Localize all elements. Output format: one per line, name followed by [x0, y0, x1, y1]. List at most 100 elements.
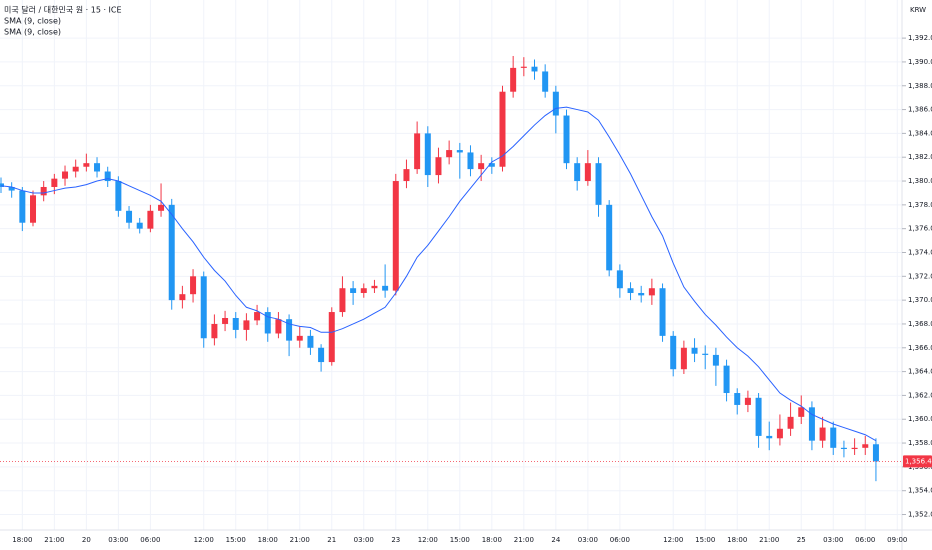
- candle-body: [435, 157, 442, 176]
- legend-entry: SMA (9, close): [4, 28, 61, 37]
- candle-body: [702, 353, 709, 355]
- candle-body: [350, 288, 357, 293]
- plot: [0, 55, 902, 482]
- legend-entry: SMA (9, close): [4, 17, 61, 26]
- candle-body: [670, 335, 677, 370]
- candle-body: [648, 288, 655, 296]
- candle-body: [723, 365, 730, 394]
- candle-body: [659, 288, 666, 336]
- candle-body: [104, 171, 111, 182]
- y-tick-label: 1,370.00: [908, 296, 932, 304]
- x-tick-label: 03:00: [354, 536, 374, 544]
- candle-body: [595, 163, 602, 205]
- candle-body: [467, 152, 474, 170]
- candle-body: [819, 427, 826, 441]
- candle-body: [296, 335, 303, 341]
- y-tick-label: 1,392.00: [908, 34, 932, 42]
- candle-body: [776, 428, 783, 439]
- x-tick-label: 18:00: [727, 536, 747, 544]
- candle-body: [851, 447, 858, 450]
- x-tick-label: 21: [327, 536, 336, 544]
- candle-body: [830, 427, 837, 448]
- y-tick-label: 1,374.00: [908, 248, 932, 256]
- candle-body: [179, 294, 186, 301]
- candle-body: [328, 312, 335, 363]
- candle-body: [840, 447, 847, 450]
- candle-body: [94, 163, 101, 172]
- candle-body: [616, 270, 623, 289]
- y-tick-label: 1,366.00: [908, 344, 932, 352]
- candle-body: [734, 393, 741, 405]
- candle-body: [126, 210, 133, 223]
- x-tick-label: 21:00: [290, 536, 310, 544]
- candle-body: [232, 318, 239, 330]
- x-tick-label: 15:00: [695, 536, 715, 544]
- x-tick-label: 12:00: [194, 536, 214, 544]
- candle-body: [798, 407, 805, 417]
- candle-body: [520, 66, 527, 68]
- candle-body: [30, 195, 37, 223]
- candle-body: [680, 347, 687, 370]
- candle-body: [510, 67, 517, 92]
- candle-body: [382, 285, 389, 291]
- grid: [0, 0, 902, 530]
- candle-body: [222, 318, 229, 324]
- y-tick-label: 1,390.00: [908, 58, 932, 66]
- x-tick-label: 21:00: [759, 536, 779, 544]
- candle-body: [787, 416, 794, 429]
- candle-body: [691, 347, 698, 354]
- candle-body: [531, 66, 538, 72]
- candle-body: [62, 171, 69, 179]
- candle-body: [51, 178, 58, 187]
- x-tick-label: 03:00: [578, 536, 598, 544]
- candle-body: [574, 163, 581, 182]
- candle-body: [190, 276, 197, 295]
- axes: 1,352.001,354.001,356.001,358.001,360.00…: [12, 34, 932, 544]
- x-tick-label: 21:00: [44, 536, 64, 544]
- candle-body: [499, 91, 506, 167]
- candle-body: [552, 91, 559, 116]
- candle-body: [307, 335, 314, 348]
- candle-body: [115, 181, 122, 211]
- axis-unit: KRW: [910, 6, 926, 14]
- candle-body: [584, 163, 591, 182]
- y-tick-label: 1,384.00: [908, 129, 932, 137]
- candle-body: [712, 354, 719, 366]
- y-tick-label: 1,368.00: [908, 320, 932, 328]
- candle-body: [371, 285, 378, 289]
- sma-line: [0, 106, 877, 442]
- x-tick-label: 06:00: [140, 536, 160, 544]
- candle-body: [563, 115, 570, 164]
- candle-body: [403, 169, 410, 182]
- x-tick-label: 25: [797, 536, 806, 544]
- candle-body: [8, 186, 15, 191]
- candle-body: [286, 319, 293, 341]
- y-tick-label: 1,386.00: [908, 106, 932, 114]
- x-tick-label: 24: [551, 536, 560, 544]
- candle-body: [478, 163, 485, 170]
- x-tick-label: 06:00: [855, 536, 875, 544]
- last-price-label: 1,356.46: [905, 457, 932, 465]
- x-tick-label: 18:00: [12, 536, 32, 544]
- y-tick-label: 1,364.00: [908, 368, 932, 376]
- candle-body: [606, 204, 613, 271]
- y-tick-label: 1,376.00: [908, 225, 932, 233]
- last-price-badge: [903, 455, 932, 468]
- candle-body: [542, 71, 549, 92]
- x-tick-label: 09:00: [887, 536, 907, 544]
- candle-body: [243, 320, 250, 330]
- x-tick-label: 18:00: [482, 536, 502, 544]
- candle-body: [83, 163, 90, 167]
- x-tick-label: 23: [391, 536, 400, 544]
- candle-body: [627, 288, 634, 293]
- x-tick-label: 18:00: [258, 536, 278, 544]
- y-tick-label: 1,362.00: [908, 391, 932, 399]
- candle-body: [488, 163, 495, 167]
- candle-body: [638, 292, 645, 296]
- candle-body: [211, 323, 218, 339]
- x-tick-label: 03:00: [108, 536, 128, 544]
- x-tick-label: 03:00: [823, 536, 843, 544]
- candle-body: [339, 288, 346, 313]
